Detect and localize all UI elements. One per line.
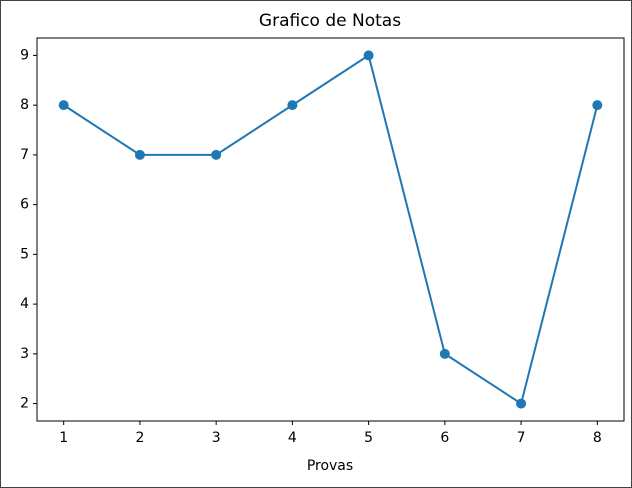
data-line [63, 53, 599, 406]
y-tick-label: 2 [20, 396, 29, 412]
data-point [439, 348, 450, 359]
x-tick-label: 3 [212, 430, 221, 446]
y-tick-label: 6 [20, 197, 29, 213]
plot-frame [36, 37, 625, 422]
data-point [287, 100, 298, 111]
data-point [211, 149, 222, 160]
x-tick-label: 6 [440, 430, 449, 446]
x-tick-label: 5 [364, 430, 373, 446]
data-point [134, 149, 145, 160]
data-point [58, 100, 69, 111]
x-tick-label: 1 [59, 430, 68, 446]
x-tick-label: 8 [593, 430, 602, 446]
y-tick-label: 8 [20, 97, 29, 113]
x-axis-label: Provas [307, 458, 353, 474]
data-point [363, 50, 374, 61]
x-tick-label: 4 [288, 430, 297, 446]
data-point [592, 100, 603, 111]
y-tick-label: 7 [20, 147, 29, 163]
y-tick-label: 4 [20, 296, 29, 312]
data-point [516, 398, 527, 409]
y-tick-label: 5 [20, 246, 29, 262]
x-tick-label: 2 [135, 430, 144, 446]
y-tick-label: 3 [20, 346, 29, 362]
y-tick-label: 9 [20, 47, 29, 63]
x-tick-label: 7 [517, 430, 526, 446]
chart-title: Grafico de Notas [259, 11, 401, 31]
